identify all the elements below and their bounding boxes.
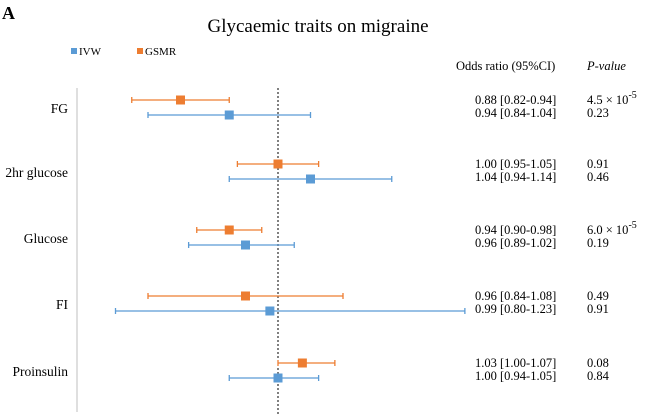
gsmr-point-estimate [297, 358, 307, 368]
gsmr-odds-ratio-text: 0.94 [0.90-0.98] [475, 223, 556, 237]
ivw-odds-ratio-text: 1.04 [0.94-1.14] [475, 170, 556, 184]
row-proinsulin: Proinsulin 1.03 [1.00-1.07] 0.08 1.00 [0.94… [12, 356, 609, 383]
legend-label-ivw: IVW [79, 46, 102, 58]
ivw-p-value-text: 0.84 [587, 369, 610, 383]
gsmr-p-value-text: 0.08 [587, 356, 609, 370]
category-label: Proinsulin [12, 364, 68, 379]
p-value-column-header: P-value [586, 59, 626, 73]
ivw-odds-ratio-text: 0.99 [0.80-1.23] [475, 302, 556, 316]
chart-title: Glycaemic traits on migraine [207, 16, 428, 37]
gsmr-odds-ratio-text: 0.96 [0.84-1.08] [475, 289, 556, 303]
legend-marker-gsmr [137, 48, 143, 54]
ivw-point-estimate [241, 240, 250, 250]
panel-label: A [2, 3, 15, 23]
gsmr-p-value-text: 0.49 [587, 289, 609, 303]
legend: IVW GSMR [71, 46, 177, 58]
ivw-odds-ratio-text: 0.96 [0.89-1.02] [475, 236, 556, 250]
ivw-p-value-text: 0.91 [587, 302, 609, 316]
gsmr-point-estimate [241, 291, 250, 301]
ivw-p-value-text: 0.23 [587, 106, 609, 120]
category-label: Glucose [24, 231, 68, 246]
gsmr-p-value-text: 6.0 × 10-5 [587, 220, 637, 237]
gsmr-p-value-text: 0.91 [587, 157, 609, 171]
gsmr-point-estimate [273, 159, 283, 169]
row-glucose: Glucose 0.94 [0.90-0.98] 6.0 × 10-5 0.96 [0… [24, 220, 637, 250]
gsmr-point-estimate [176, 95, 185, 105]
legend-label-gsmr: GSMR [145, 46, 177, 58]
row-fi: FI 0.96 [0.84-1.08] 0.49 0.99 [0.80-1.23] 0.… [56, 289, 609, 316]
ivw-point-estimate [224, 110, 234, 120]
category-label: 2hr glucose [5, 165, 68, 180]
odds-ratio-column-header: Odds ratio (95%CI) [456, 59, 555, 73]
ivw-point-estimate [306, 174, 315, 184]
ivw-point-estimate [273, 373, 283, 383]
ivw-p-value-text: 0.19 [587, 236, 609, 250]
category-label: FG [51, 101, 69, 116]
gsmr-point-estimate [224, 225, 234, 235]
ivw-point-estimate [265, 306, 275, 316]
gsmr-odds-ratio-text: 1.03 [1.00-1.07] [475, 356, 556, 370]
legend-marker-ivw [71, 48, 77, 54]
ivw-odds-ratio-text: 0.94 [0.84-1.04] [475, 106, 556, 120]
gsmr-odds-ratio-text: 0.88 [0.82-0.94] [475, 93, 556, 107]
ivw-odds-ratio-text: 1.00 [0.94-1.05] [475, 369, 556, 383]
gsmr-odds-ratio-text: 1.00 [0.95-1.05] [475, 157, 556, 171]
category-label: FI [56, 297, 69, 312]
plot-rows: FG 0.88 [0.82-0.94] 4.5 × 10-5 0.94 [0.84-1… [5, 90, 636, 383]
row-fg: FG 0.88 [0.82-0.94] 4.5 × 10-5 0.94 [0.84-1… [51, 90, 637, 120]
ivw-p-value-text: 0.46 [587, 170, 609, 184]
row-2hr-glucose: 2hr glucose 1.00 [0.95-1.05] 0.91 1.04 [0.9… [5, 157, 608, 184]
gsmr-p-value-text: 4.5 × 10-5 [587, 90, 637, 107]
